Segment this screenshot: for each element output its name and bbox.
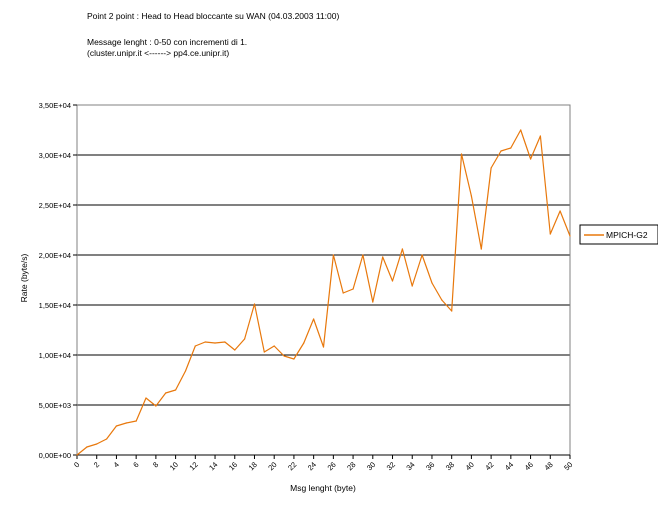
x-tick-label: 2 <box>92 460 101 469</box>
x-tick-label: 36 <box>424 460 436 472</box>
data-point <box>332 254 334 256</box>
x-tick-label: 38 <box>444 460 456 472</box>
series <box>76 129 571 456</box>
data-point <box>165 392 167 394</box>
data-point <box>234 349 236 351</box>
x-axis-title: Msg lenght (byte) <box>290 483 356 493</box>
data-point <box>411 285 413 287</box>
data-point <box>194 345 196 347</box>
data-point <box>145 397 147 399</box>
x-tick-label: 4 <box>112 460 121 469</box>
y-tick-label: 2,50E+04 <box>39 201 71 210</box>
x-tick-label: 26 <box>326 460 338 472</box>
data-point <box>303 342 305 344</box>
data-point <box>530 158 532 160</box>
x-tick-label: 22 <box>286 460 298 472</box>
legend: MPICH-G2 <box>579 224 658 245</box>
data-point <box>244 338 246 340</box>
x-tick-label: 16 <box>227 460 239 472</box>
data-point <box>431 282 433 284</box>
y-tick-label: 3,50E+04 <box>39 101 71 110</box>
y-axis-title: Rate (byte/s) <box>19 254 29 303</box>
x-tick-label: 18 <box>247 460 259 472</box>
data-point <box>391 280 394 282</box>
subtitle-hosts: (cluster.unipr.it <------> pp4.ce.unipr.… <box>87 48 230 58</box>
data-point <box>283 355 285 357</box>
data-point <box>155 405 157 407</box>
x-tick-label: 42 <box>483 460 495 472</box>
gridlines <box>77 154 570 406</box>
data-point <box>184 370 187 372</box>
data-point <box>253 303 256 305</box>
data-point <box>214 342 216 344</box>
x-tick-label: 28 <box>345 460 357 472</box>
x-tick-label: 0 <box>72 460 81 469</box>
x-tick-label: 30 <box>365 460 377 472</box>
data-point <box>322 346 325 348</box>
data-point <box>135 420 137 422</box>
data-point <box>372 301 374 303</box>
x-tick-label: 40 <box>464 460 476 472</box>
data-point <box>421 254 423 256</box>
y-tick-label: 5,00E+03 <box>39 401 71 410</box>
y-tick-label: 1,00E+04 <box>39 351 71 360</box>
data-point <box>470 195 472 197</box>
x-axis: 0 2 4 6 8 10 12 14 16 18 20 22 24 26 28 30 32 34 36 38 40 42 4… <box>72 454 574 472</box>
data-point <box>451 310 453 312</box>
x-tick-label: 44 <box>503 460 515 472</box>
data-point <box>204 341 206 343</box>
x-tick-label: 12 <box>187 460 199 472</box>
x-tick-label: 14 <box>207 460 219 472</box>
data-point <box>86 446 88 448</box>
data-point <box>76 454 78 456</box>
data-point <box>175 389 177 391</box>
x-tick-label: 10 <box>168 460 180 472</box>
data-point <box>441 299 443 301</box>
data-point <box>115 425 117 427</box>
data-point <box>352 288 354 290</box>
series-line-mpich-g2 <box>76 129 571 456</box>
x-tick-label: 48 <box>542 460 554 472</box>
data-point <box>559 210 561 212</box>
data-point <box>490 167 492 169</box>
data-point <box>520 129 522 131</box>
data-point <box>510 147 512 149</box>
subtitle-message-length: Message lenght : 0-50 con incrementi di … <box>87 37 248 47</box>
data-point <box>96 443 98 445</box>
x-tick-label: 46 <box>523 460 535 472</box>
data-point <box>480 248 482 250</box>
data-point <box>460 153 463 155</box>
chart-title: Point 2 point : Head to Head bloccante s… <box>87 11 340 21</box>
data-point <box>500 150 502 152</box>
legend-label-mpich-g2: MPICH-G2 <box>606 230 648 240</box>
data-point <box>382 256 384 258</box>
y-axis: 0,00E+00 5,00E+03 1,00E+04 1,50E+04 2,00E+04… <box>39 101 77 460</box>
y-tick-label: 3,00E+04 <box>39 151 71 160</box>
data-point <box>313 318 315 320</box>
data-point <box>224 341 226 343</box>
x-tick-label: 32 <box>385 460 397 472</box>
data-point <box>549 233 551 235</box>
x-tick-label: 8 <box>151 460 160 469</box>
data-point <box>539 135 542 137</box>
data-point <box>362 254 364 256</box>
x-tick-label: 20 <box>266 460 278 472</box>
x-tick-label: 34 <box>404 460 416 472</box>
x-tick-label: 6 <box>131 460 140 469</box>
data-point <box>569 235 571 237</box>
x-tick-label: 50 <box>562 460 574 472</box>
data-point <box>263 351 265 353</box>
y-tick-label: 1,50E+04 <box>39 301 71 310</box>
y-tick-label: 0,00E+00 <box>39 451 71 460</box>
x-tick-label: 24 <box>306 460 318 472</box>
data-point <box>293 358 295 360</box>
legend-box <box>579 224 658 245</box>
data-point <box>106 438 108 440</box>
data-point <box>125 422 127 424</box>
y-tick-label: 2,00E+04 <box>39 251 71 260</box>
data-point <box>273 345 275 347</box>
data-point <box>342 292 344 294</box>
data-point <box>401 248 403 250</box>
